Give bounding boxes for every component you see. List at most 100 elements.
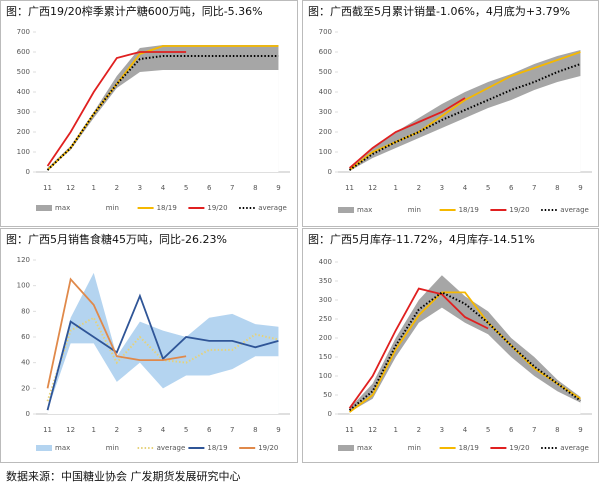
x-tick-label: 2 [417, 426, 421, 434]
legend-swatch [36, 445, 52, 451]
legend-label: min [106, 204, 119, 212]
series-area [349, 307, 581, 414]
legend-label: average [258, 204, 287, 212]
legend-label: 19/20 [509, 206, 529, 214]
x-tick-label: 11 [43, 184, 52, 192]
legend-swatch [36, 205, 52, 211]
legend-label: max [55, 204, 70, 212]
x-tick-label: 2 [115, 184, 119, 192]
series-line [46, 277, 187, 389]
x-tick-label: 6 [509, 426, 514, 434]
panel-frame [302, 228, 599, 463]
y-tick-label: 300 [17, 108, 30, 116]
x-tick-label: 6 [207, 426, 212, 434]
x-tick-label: 1 [91, 184, 95, 192]
y-tick-label: 150 [319, 353, 332, 361]
chart-title: 图：广西5月销售食糖45万吨，同比-26.23% [6, 232, 227, 246]
x-tick-label: 5 [184, 426, 188, 434]
legend-swatch [338, 445, 354, 451]
y-tick-label: 400 [319, 258, 332, 266]
panel-frame [302, 0, 599, 227]
legend-label: max [357, 444, 372, 452]
chart-title: 图：广西19/20榨季累计产糖600万吨，同比-5.36% [6, 4, 263, 18]
series-line [46, 55, 279, 171]
series-area [349, 76, 581, 172]
series-line [46, 293, 279, 411]
y-tick-label: 0 [26, 168, 30, 176]
x-tick-label: 9 [578, 426, 582, 434]
x-tick-label: 12 [66, 426, 75, 434]
legend-swatch [388, 445, 405, 451]
legend-swatch [388, 207, 405, 213]
y-tick-label: 80 [21, 307, 30, 315]
y-tick-label: 100 [17, 148, 30, 156]
legend-swatch [86, 445, 103, 451]
x-tick-label: 2 [417, 184, 421, 192]
legend-label: average [560, 206, 589, 214]
panel-frame [0, 0, 298, 227]
legend-swatch [338, 207, 354, 213]
legend-label: max [357, 206, 372, 214]
panel-frame [0, 228, 298, 463]
x-tick-label: 4 [161, 184, 166, 192]
source-note: 数据来源：中国糖业协会 广发期货发展研究中心 [6, 469, 241, 483]
y-tick-label: 120 [17, 256, 30, 264]
legend-label: average [157, 444, 186, 452]
series-area [47, 343, 279, 414]
x-tick-label: 7 [230, 184, 234, 192]
legend-label: 19/20 [207, 204, 227, 212]
x-tick-label: 4 [463, 184, 468, 192]
y-tick-label: 200 [319, 334, 332, 342]
x-tick-label: 4 [161, 426, 166, 434]
x-tick-label: 7 [532, 426, 536, 434]
y-tick-label: 20 [21, 384, 30, 392]
x-tick-label: 5 [486, 426, 490, 434]
legend-label: 18/19 [157, 204, 177, 212]
legend-label: min [408, 444, 421, 452]
x-tick-label: 12 [368, 184, 377, 192]
y-tick-label: 0 [328, 410, 332, 418]
x-tick-label: 3 [440, 426, 444, 434]
chart-title: 图：广西截至5月累计销量-1.06%，4月底为+3.79% [308, 4, 570, 18]
x-tick-label: 2 [115, 426, 119, 434]
chart-title: 图：广西5月库存-11.72%，4月库存-14.51% [308, 232, 535, 246]
x-tick-label: 5 [486, 184, 490, 192]
x-tick-label: 3 [440, 184, 444, 192]
x-tick-label: 4 [463, 426, 468, 434]
x-tick-label: 8 [555, 426, 559, 434]
x-tick-label: 11 [345, 426, 354, 434]
x-tick-label: 1 [91, 426, 95, 434]
y-tick-label: 100 [319, 372, 332, 380]
legend-label: 19/20 [509, 444, 529, 452]
x-tick-label: 12 [368, 426, 377, 434]
legend-label: average [560, 444, 589, 452]
y-tick-label: 0 [26, 410, 30, 418]
y-tick-label: 50 [323, 391, 332, 399]
x-tick-label: 3 [138, 426, 142, 434]
legend-swatch [86, 205, 103, 211]
x-tick-label: 11 [43, 426, 52, 434]
y-tick-label: 350 [319, 277, 332, 285]
series-line [46, 51, 187, 167]
x-tick-label: 8 [555, 184, 559, 192]
y-tick-label: 0 [328, 168, 332, 176]
x-tick-label: 12 [66, 184, 75, 192]
x-tick-label: 9 [578, 184, 582, 192]
x-tick-label: 9 [276, 184, 280, 192]
y-tick-label: 400 [319, 88, 332, 96]
y-tick-label: 300 [319, 296, 332, 304]
x-tick-label: 6 [207, 184, 212, 192]
y-tick-label: 250 [319, 315, 332, 323]
y-tick-label: 500 [17, 68, 30, 76]
x-tick-label: 5 [184, 184, 188, 192]
x-tick-label: 7 [230, 426, 234, 434]
series-line [348, 63, 581, 171]
x-tick-label: 6 [509, 184, 514, 192]
series-line [348, 97, 466, 169]
legend-label: min [106, 444, 119, 452]
series-area [47, 70, 279, 172]
legend-label: 19/20 [258, 444, 278, 452]
y-tick-label: 200 [17, 128, 30, 136]
y-tick-label: 40 [21, 359, 30, 367]
